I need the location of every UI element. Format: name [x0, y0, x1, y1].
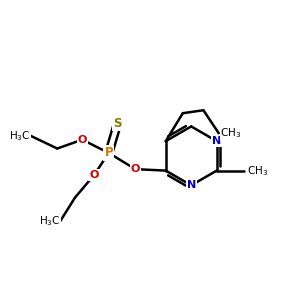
Text: O: O: [89, 170, 99, 180]
Text: N: N: [187, 180, 196, 190]
Text: H$_3$C: H$_3$C: [39, 214, 60, 228]
Text: CH$_3$: CH$_3$: [247, 164, 268, 178]
Text: S: S: [113, 117, 122, 130]
Text: P: P: [104, 146, 113, 159]
Text: H$_3$C: H$_3$C: [9, 129, 31, 143]
Text: N: N: [212, 136, 221, 146]
Text: O: O: [78, 135, 87, 145]
Text: CH$_3$: CH$_3$: [220, 126, 242, 140]
Text: O: O: [130, 164, 140, 174]
